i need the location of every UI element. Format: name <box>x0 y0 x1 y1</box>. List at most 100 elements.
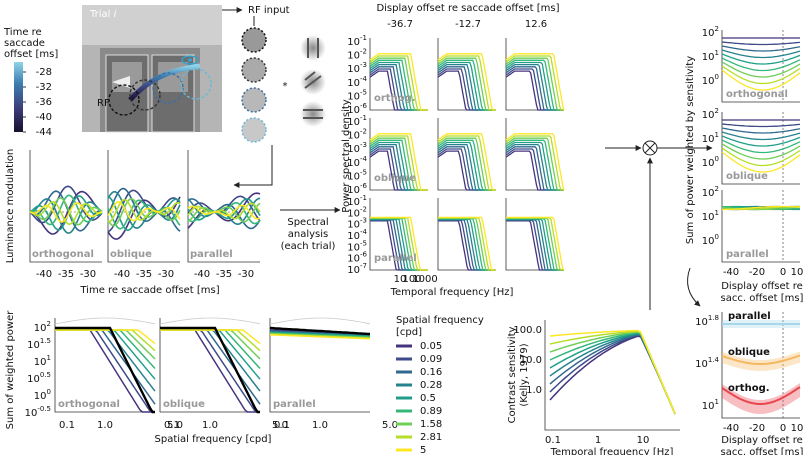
y-tick-label: 100 <box>34 388 51 402</box>
rf-patches <box>233 27 713 310</box>
x-tick-label: 5.0 <box>167 420 183 431</box>
tick-base: 10 <box>347 144 360 155</box>
y-tick-label: 1.0 <box>526 385 542 396</box>
curve <box>721 69 801 91</box>
y-tick-label: 101.8 <box>695 314 719 328</box>
title-var: i <box>114 9 117 20</box>
y-axis-label: Sum of weighted power <box>5 310 16 430</box>
curve <box>55 329 156 370</box>
tick-base: 10 <box>347 105 360 116</box>
tick-base: 10 <box>347 131 360 142</box>
tick-exp: -5 <box>360 239 367 247</box>
y-tick-label: 10-6 <box>347 102 367 116</box>
x-tick-label: 10 <box>394 274 407 285</box>
tick-exp: -1 <box>360 194 367 202</box>
curve <box>437 53 496 111</box>
legend-label: 1.58 <box>420 419 442 430</box>
tick-base: 10 <box>347 37 360 48</box>
y-tick-label: 10-2 <box>347 48 367 62</box>
tick-base: 10 <box>34 323 47 334</box>
curve <box>438 216 496 271</box>
tick-base: 10 <box>702 52 715 63</box>
curve <box>107 190 181 230</box>
y-tick-label: 10-5 <box>347 88 367 102</box>
y-axis-label: Sum of power weighted by sensitivity <box>685 56 696 244</box>
colorbar-label: offset [ms] <box>4 49 58 60</box>
rf-label: RF <box>97 98 110 109</box>
curve <box>505 55 564 111</box>
curve <box>437 137 496 191</box>
tick-base: 10 <box>347 208 360 219</box>
y-tick-label: 102 <box>702 25 719 39</box>
curve <box>29 198 103 234</box>
y-tick-label: 10-5 <box>347 168 367 182</box>
x-tick-label: 0.1 <box>59 420 75 431</box>
panel-label: orthogonal <box>58 399 120 410</box>
tick-base: 10 <box>702 134 715 145</box>
step-label: (each trial) <box>281 241 336 252</box>
curve <box>721 45 801 52</box>
tick-exp: -6 <box>360 182 368 190</box>
y-tick-label: 10-6 <box>347 182 367 196</box>
curve <box>721 143 801 160</box>
y-axis-label: (Kelly, 1979) <box>519 343 530 406</box>
axes <box>107 150 180 263</box>
tick-base: 10 <box>702 28 715 39</box>
tick-exp: -4 <box>360 75 368 83</box>
tick-base: 10 <box>347 64 360 75</box>
tick-exp: 1.4 <box>708 356 720 364</box>
row-label: parallel <box>726 249 769 260</box>
curve <box>437 55 496 111</box>
tick-exp: -1 <box>360 34 367 42</box>
x-axis-label: Time re saccade offset [ms] <box>79 285 219 296</box>
curve <box>55 329 156 345</box>
tick-base: 10 <box>347 242 360 253</box>
summary-label: orthog. <box>728 383 770 394</box>
curve <box>29 200 103 226</box>
y-tick-label: 10-3 <box>347 61 367 75</box>
x-tick-label: -30 <box>80 269 96 280</box>
axes <box>544 320 680 431</box>
y-tick-label: 101 <box>34 354 51 368</box>
axes <box>159 318 260 413</box>
tick-exp: 1.8 <box>708 314 719 322</box>
tick-base: 10 <box>702 212 715 223</box>
y-tick-label: 101 <box>702 209 719 223</box>
x-axis-label: Temporal frequency [Hz] <box>390 287 514 298</box>
x-axis-label: sacc. offset [ms] <box>721 293 804 304</box>
y-axis-label: Power spectral density <box>341 99 352 212</box>
axes <box>187 150 260 263</box>
tick-base: 10 <box>27 340 40 351</box>
title-prefix: Trial <box>89 9 114 20</box>
y-tick-label: 10-4 <box>347 228 367 242</box>
curve <box>55 329 156 405</box>
panel-label: oblique <box>110 249 152 260</box>
tick-exp: 1 <box>715 49 719 57</box>
tick-base: 10 <box>347 117 360 128</box>
curve <box>29 194 103 226</box>
tick-base: 10 <box>347 171 360 182</box>
tick-base: 10 <box>347 197 360 208</box>
y-tick-label: 10-1 <box>347 194 367 208</box>
y-tick-label: 101 <box>702 398 719 412</box>
summary-label: parallel <box>728 311 771 322</box>
curve <box>721 147 801 167</box>
curve <box>721 57 801 72</box>
curve <box>505 133 565 191</box>
curve <box>29 185 103 224</box>
x-axis-label: sacc. offset [ms] <box>721 447 804 455</box>
tick-exp: 2 <box>47 320 51 328</box>
x-tick-label: -40 <box>114 269 130 280</box>
y-tick-label: 102 <box>34 320 51 334</box>
curve <box>160 329 261 370</box>
curve <box>721 41 801 46</box>
y-tick-label: 100 <box>702 233 719 247</box>
y-axis-label: Luminance modulation <box>5 149 16 264</box>
y-axis-label: Contrast sensitivity <box>507 327 518 424</box>
tick-exp: 1 <box>715 398 719 406</box>
curve <box>721 53 801 65</box>
summary-label: oblique <box>728 347 770 358</box>
summary-curve <box>721 354 801 365</box>
legend-label: 0.05 <box>420 341 442 352</box>
